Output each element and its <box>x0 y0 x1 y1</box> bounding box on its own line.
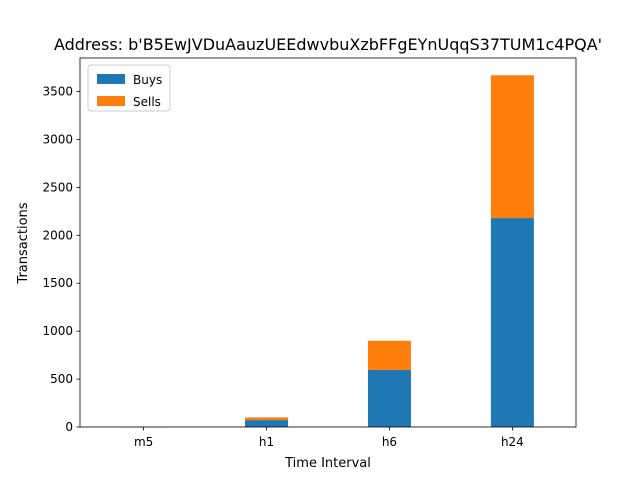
y-tick-label: 500 <box>50 372 73 386</box>
y-tick-label: 3500 <box>42 85 73 99</box>
y-tick-label: 2500 <box>42 180 73 194</box>
y-tick-label: 3000 <box>42 132 73 146</box>
bar-buys-h24 <box>491 218 534 427</box>
bar-sells-h6 <box>368 341 411 370</box>
y-tick-label: 2000 <box>42 228 73 242</box>
x-tick-label: m5 <box>134 435 153 449</box>
y-axis-label: Transactions <box>16 202 31 284</box>
y-tick-label: 0 <box>65 420 73 434</box>
legend: Buys Sells <box>88 65 170 111</box>
bar-sells-h24 <box>491 75 534 218</box>
legend-label-sells: Sells <box>133 95 161 109</box>
legend-label-buys: Buys <box>133 73 162 87</box>
legend-swatch-buys <box>97 74 125 84</box>
bar-buys-h6 <box>368 370 411 427</box>
y-tick-label: 1000 <box>42 324 73 338</box>
legend-swatch-sells <box>97 96 125 106</box>
x-tick-label: h1 <box>259 435 274 449</box>
bars-layer <box>122 75 534 427</box>
chart-title: Address: b'B5EwJVDuAauzUEEdwvbuXzbFFgEYn… <box>54 35 602 54</box>
bar-sells-h1 <box>245 417 288 420</box>
bar-buys-h1 <box>245 420 288 427</box>
x-axis-label: Time Interval <box>284 456 371 471</box>
x-tick-label: h6 <box>382 435 397 449</box>
x-tick-label: h24 <box>501 435 524 449</box>
y-tick-label: 1500 <box>42 276 73 290</box>
